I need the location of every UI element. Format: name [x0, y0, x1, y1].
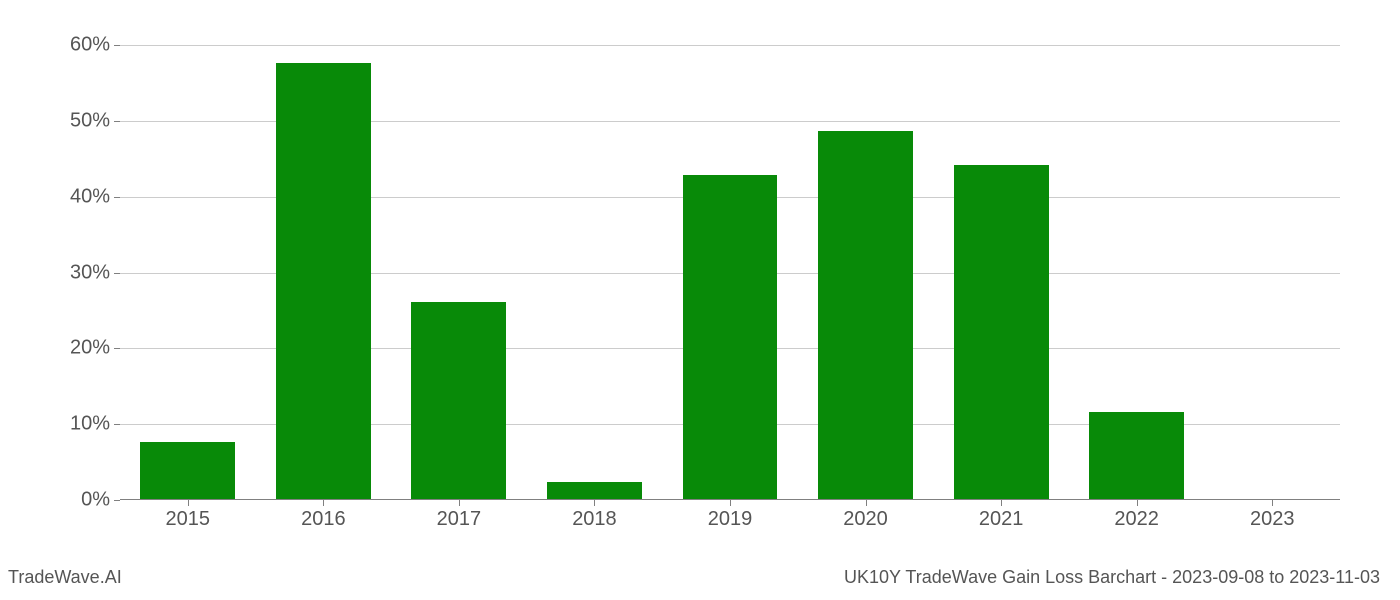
- x-tick-mark: [188, 500, 189, 506]
- footer-brand: TradeWave.AI: [8, 567, 122, 588]
- y-tick-mark: [114, 424, 120, 425]
- x-axis-tick-label: 2018: [572, 508, 617, 531]
- y-axis-tick-label: 0%: [50, 489, 110, 512]
- x-axis-tick-label: 2022: [1114, 508, 1159, 531]
- y-axis-tick-label: 60%: [50, 34, 110, 57]
- bar: [1089, 412, 1184, 499]
- chart-container: 0%10%20%30%40%50%60% 2015 2016 2017 2018 201…: [120, 30, 1340, 540]
- y-axis-tick-label: 50%: [50, 109, 110, 132]
- gridline: [120, 45, 1340, 46]
- x-axis-tick-label: 2023: [1250, 508, 1295, 531]
- x-tick-mark: [594, 500, 595, 506]
- y-tick-mark: [114, 500, 120, 501]
- chart-title: UK10Y TradeWave Gain Loss Barchart - 202…: [844, 567, 1380, 588]
- plot-area: 0%10%20%30%40%50%60%: [120, 30, 1340, 500]
- x-tick-mark: [1272, 500, 1273, 506]
- x-tick-mark: [1137, 500, 1138, 506]
- bar: [276, 63, 371, 499]
- bar: [140, 442, 235, 499]
- y-tick-mark: [114, 348, 120, 349]
- bar: [683, 175, 778, 499]
- x-axis-tick-label: 2015: [166, 508, 211, 531]
- x-tick-mark: [866, 500, 867, 506]
- x-axis-tick-label: 2016: [301, 508, 346, 531]
- y-tick-mark: [114, 273, 120, 274]
- x-axis-tick-label: 2017: [437, 508, 482, 531]
- bar: [818, 131, 913, 499]
- y-tick-mark: [114, 45, 120, 46]
- y-tick-mark: [114, 121, 120, 122]
- x-tick-mark: [323, 500, 324, 506]
- x-tick-mark: [1001, 500, 1002, 506]
- y-axis-tick-label: 10%: [50, 413, 110, 436]
- y-axis-tick-label: 40%: [50, 185, 110, 208]
- bar: [547, 482, 642, 499]
- bar: [954, 165, 1049, 499]
- x-tick-mark: [730, 500, 731, 506]
- x-axis-tick-label: 2019: [708, 508, 753, 531]
- x-axis-tick-label: 2021: [979, 508, 1024, 531]
- y-tick-mark: [114, 197, 120, 198]
- bar: [411, 302, 506, 499]
- y-axis-tick-label: 30%: [50, 261, 110, 284]
- y-axis-tick-label: 20%: [50, 337, 110, 360]
- x-axis-tick-label: 2020: [843, 508, 888, 531]
- x-tick-mark: [459, 500, 460, 506]
